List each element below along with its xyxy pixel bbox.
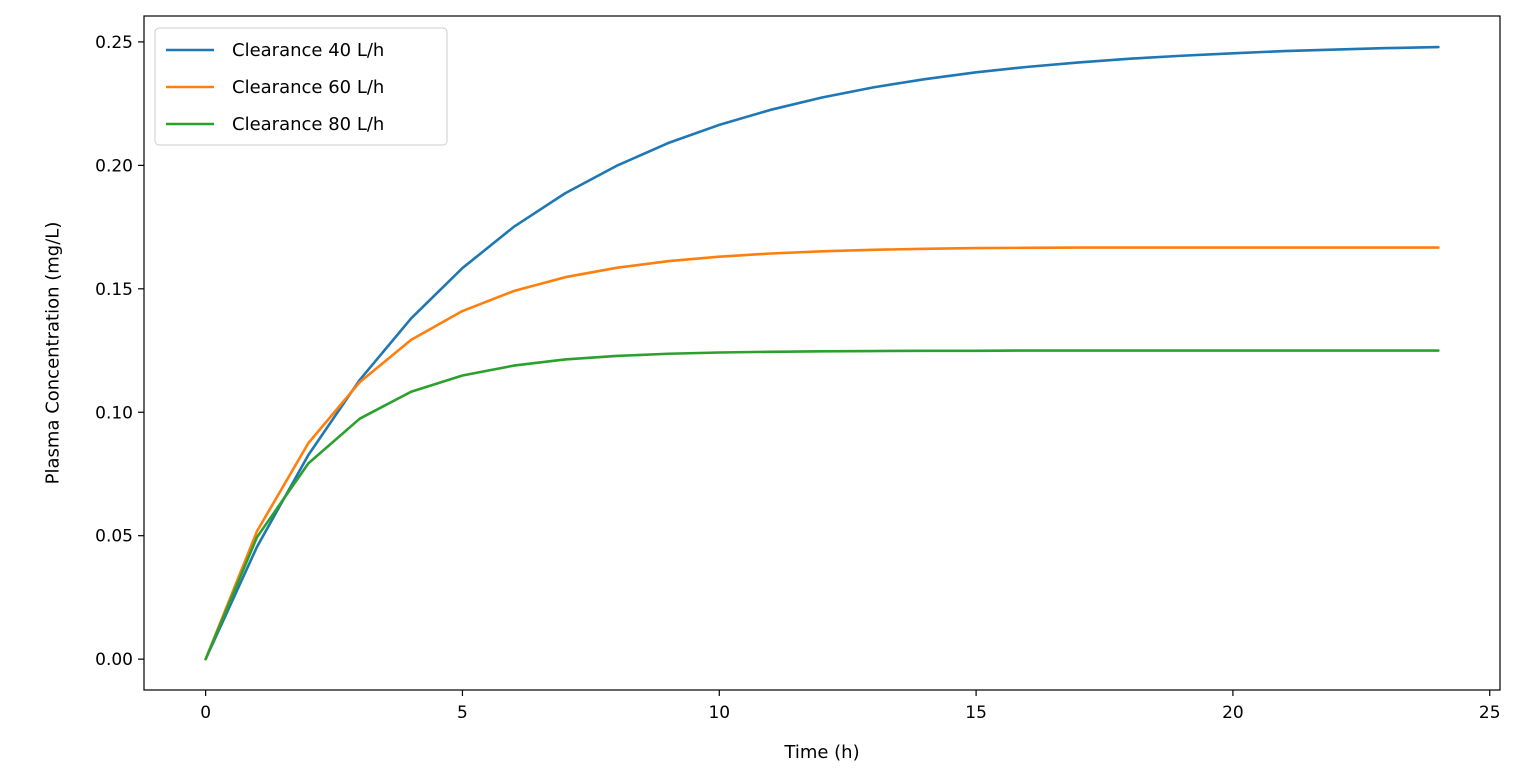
y-tick-label: 0.15: [95, 280, 133, 300]
x-axis-label: Time (h): [783, 742, 859, 763]
x-tick-label: 10: [708, 703, 730, 723]
legend-label: Clearance 60 L/h: [232, 77, 384, 98]
x-tick-label: 25: [1479, 703, 1501, 723]
legend-box: [154, 27, 448, 146]
legend-label: Clearance 80 L/h: [232, 114, 384, 135]
x-axis-ticks: 0 5 10 15 20 25: [200, 690, 1501, 723]
y-tick-label: 0.10: [95, 403, 133, 423]
series-line-3: [204, 349, 1440, 661]
x-tick-label: 0: [200, 703, 211, 723]
x-tick-label: 5: [457, 703, 468, 723]
y-axis-ticks: 0.00 0.05 0.10 0.15 0.20 0.25: [95, 33, 144, 670]
legend: Clearance 40 L/h Clearance 60 L/h Clearanc…: [154, 27, 448, 146]
series-line-2: [204, 246, 1440, 661]
series-layer: [204, 45, 1440, 661]
x-tick-label: 15: [965, 703, 987, 723]
x-tick-label: 20: [1222, 703, 1244, 723]
legend-label: Clearance 40 L/h: [232, 40, 384, 61]
y-tick-label: 0.20: [95, 156, 133, 176]
y-tick-label: 0.25: [95, 33, 133, 53]
series-line-1: [204, 45, 1440, 661]
y-tick-label: 0.05: [95, 527, 133, 547]
y-tick-label: 0.00: [95, 650, 133, 670]
y-axis-label: Plasma Concentration (mg/L): [42, 222, 63, 485]
plot-frame: [143, 15, 1501, 691]
